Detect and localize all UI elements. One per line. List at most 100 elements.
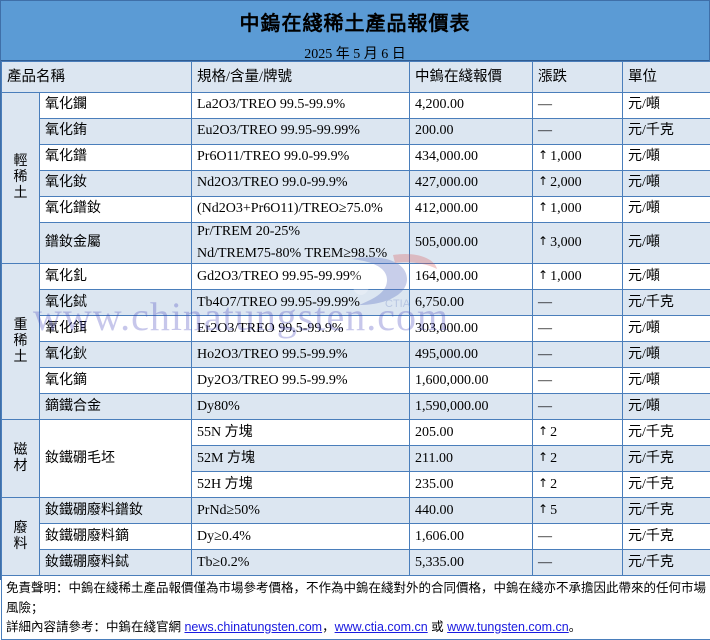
arrow-up-icon: ↑: [538, 503, 548, 517]
spec-cell: Eu2O3/TREO 99.95-99.99%: [192, 119, 410, 145]
product-name-cell: 氧化銪: [40, 119, 192, 145]
change-flat-icon: —: [538, 347, 552, 363]
change-flat-icon: —: [538, 321, 552, 337]
unit-cell: 元/千克: [623, 446, 710, 472]
arrow-up-icon: ↑: [538, 477, 548, 491]
disclaimer-suffix: 。: [569, 620, 582, 634]
spec-cell: Pr6O11/TREO 99.0-99.9%: [192, 145, 410, 171]
change-cell: —: [533, 524, 623, 550]
link-news-chinatungsten[interactable]: news.chinatungsten.com: [184, 620, 322, 634]
price-cell: 440.00: [410, 498, 533, 524]
change-cell: ↑3,000: [533, 223, 623, 264]
price-cell: 205.00: [410, 420, 533, 446]
disclaimer-line-1: 免責聲明：中鎢在綫稀土產品報價僅為市場參考價格，不作為中鎢在綫對外的合同價格，中…: [6, 579, 706, 618]
price-cell: 412,000.00: [410, 197, 533, 223]
price-cell: 200.00: [410, 119, 533, 145]
price-cell: 164,000.00: [410, 264, 533, 290]
change-flat-icon: —: [538, 123, 552, 139]
change-value: 1,000: [550, 149, 582, 164]
unit-cell: 元/千克: [623, 472, 710, 498]
arrow-up-icon: ↑: [538, 201, 548, 215]
product-name-cell: 釹鐵硼廢料鋱: [40, 550, 192, 576]
change-flat-icon: —: [538, 373, 552, 389]
product-name-cell: 氧化鋱: [40, 290, 192, 316]
spec-line: Tb4O7/TREO 99.95-99.99%: [197, 295, 404, 311]
column-header-price: 中鎢在綫報價: [410, 62, 533, 93]
category-cell-4: 廢 料: [2, 498, 40, 576]
change-cell: ↑2: [533, 420, 623, 446]
price-cell: 1,606.00: [410, 524, 533, 550]
spec-line: 52M 方塊: [197, 451, 404, 467]
spec-cell: 52H 方塊: [192, 472, 410, 498]
spec-cell: Tb4O7/TREO 99.95-99.99%: [192, 290, 410, 316]
price-cell: 1,590,000.00: [410, 394, 533, 420]
category-cell-1: 輕 稀 土: [2, 93, 40, 264]
change-cell: ↑1,000: [533, 145, 623, 171]
change-value: 5: [550, 503, 557, 518]
spec-line: Er2O3/TREO 99.5-99.9%: [197, 321, 404, 337]
column-header-spec: 規格/含量/牌號: [192, 62, 410, 93]
product-name-cell: 鏑鐵合金: [40, 394, 192, 420]
table-header: 產品名稱 規格/含量/牌號 中鎢在綫報價 漲跌 單位: [2, 62, 710, 93]
unit-cell: 元/噸: [623, 223, 710, 264]
unit-cell: 元/千克: [623, 119, 710, 145]
product-name-cell: 氧化鑭: [40, 93, 192, 119]
unit-cell: 元/千克: [623, 524, 710, 550]
page-title: 中鎢在綫稀土產品報價表: [1, 1, 709, 36]
spec-cell: Dy≥0.4%: [192, 524, 410, 550]
disclaimer-sep-1: ，: [322, 620, 335, 634]
product-name-cell: 氧化鏑: [40, 368, 192, 394]
change-cell: ↑2: [533, 446, 623, 472]
unit-cell: 元/千克: [623, 498, 710, 524]
disclaimer-sep-2: 或: [428, 620, 447, 634]
price-cell: 211.00: [410, 446, 533, 472]
change-cell: —: [533, 290, 623, 316]
spec-cell: Dy2O3/TREO 99.5-99.9%: [192, 368, 410, 394]
change-value: 2,000: [550, 175, 582, 190]
spec-line: Nd2O3/TREO 99.0-99.9%: [197, 175, 404, 191]
spec-cell: 55N 方塊: [192, 420, 410, 446]
spec-cell: La2O3/TREO 99.5-99.9%: [192, 93, 410, 119]
price-cell: 4,200.00: [410, 93, 533, 119]
product-name-cell: 氧化鉺: [40, 316, 192, 342]
change-value: 2: [550, 425, 557, 440]
unit-cell: 元/噸: [623, 368, 710, 394]
column-header-change: 漲跌: [533, 62, 623, 93]
link-tungsten[interactable]: www.tungsten.com.cn: [447, 620, 569, 634]
spec-line: Gd2O3/TREO 99.95-99.99%: [197, 269, 404, 285]
spec-line: 55N 方塊: [197, 425, 404, 441]
link-ctia[interactable]: www.ctia.com.cn: [335, 620, 428, 634]
unit-cell: 元/噸: [623, 171, 710, 197]
price-cell: 427,000.00: [410, 171, 533, 197]
spec-line: Pr6O11/TREO 99.0-99.9%: [197, 149, 404, 165]
arrow-up-icon: ↑: [538, 269, 548, 283]
product-name-cell: 氧化釹: [40, 171, 192, 197]
table-header-row: 產品名稱 規格/含量/牌號 中鎢在綫報價 漲跌 單位: [2, 62, 710, 93]
product-name-cell: 鐠釹金屬: [40, 223, 192, 264]
spec-cell: 52M 方塊: [192, 446, 410, 472]
change-value: 2: [550, 477, 557, 492]
arrow-up-icon: ↑: [538, 235, 548, 249]
change-value: 3,000: [550, 235, 582, 250]
spec-line: Dy80%: [197, 399, 404, 415]
quote-date: 2025 年 5 月 6 日: [1, 36, 709, 63]
spec-line: Tb≥0.2%: [197, 555, 404, 571]
spec-line: Dy≥0.4%: [197, 529, 404, 545]
column-header-product: 產品名稱: [2, 62, 192, 93]
change-cell: —: [533, 316, 623, 342]
arrow-up-icon: ↑: [538, 451, 548, 465]
change-flat-icon: —: [538, 399, 552, 415]
spec-cell: Ho2O3/TREO 99.5-99.9%: [192, 342, 410, 368]
change-cell: —: [533, 368, 623, 394]
spec-line: Dy2O3/TREO 99.5-99.9%: [197, 373, 404, 389]
